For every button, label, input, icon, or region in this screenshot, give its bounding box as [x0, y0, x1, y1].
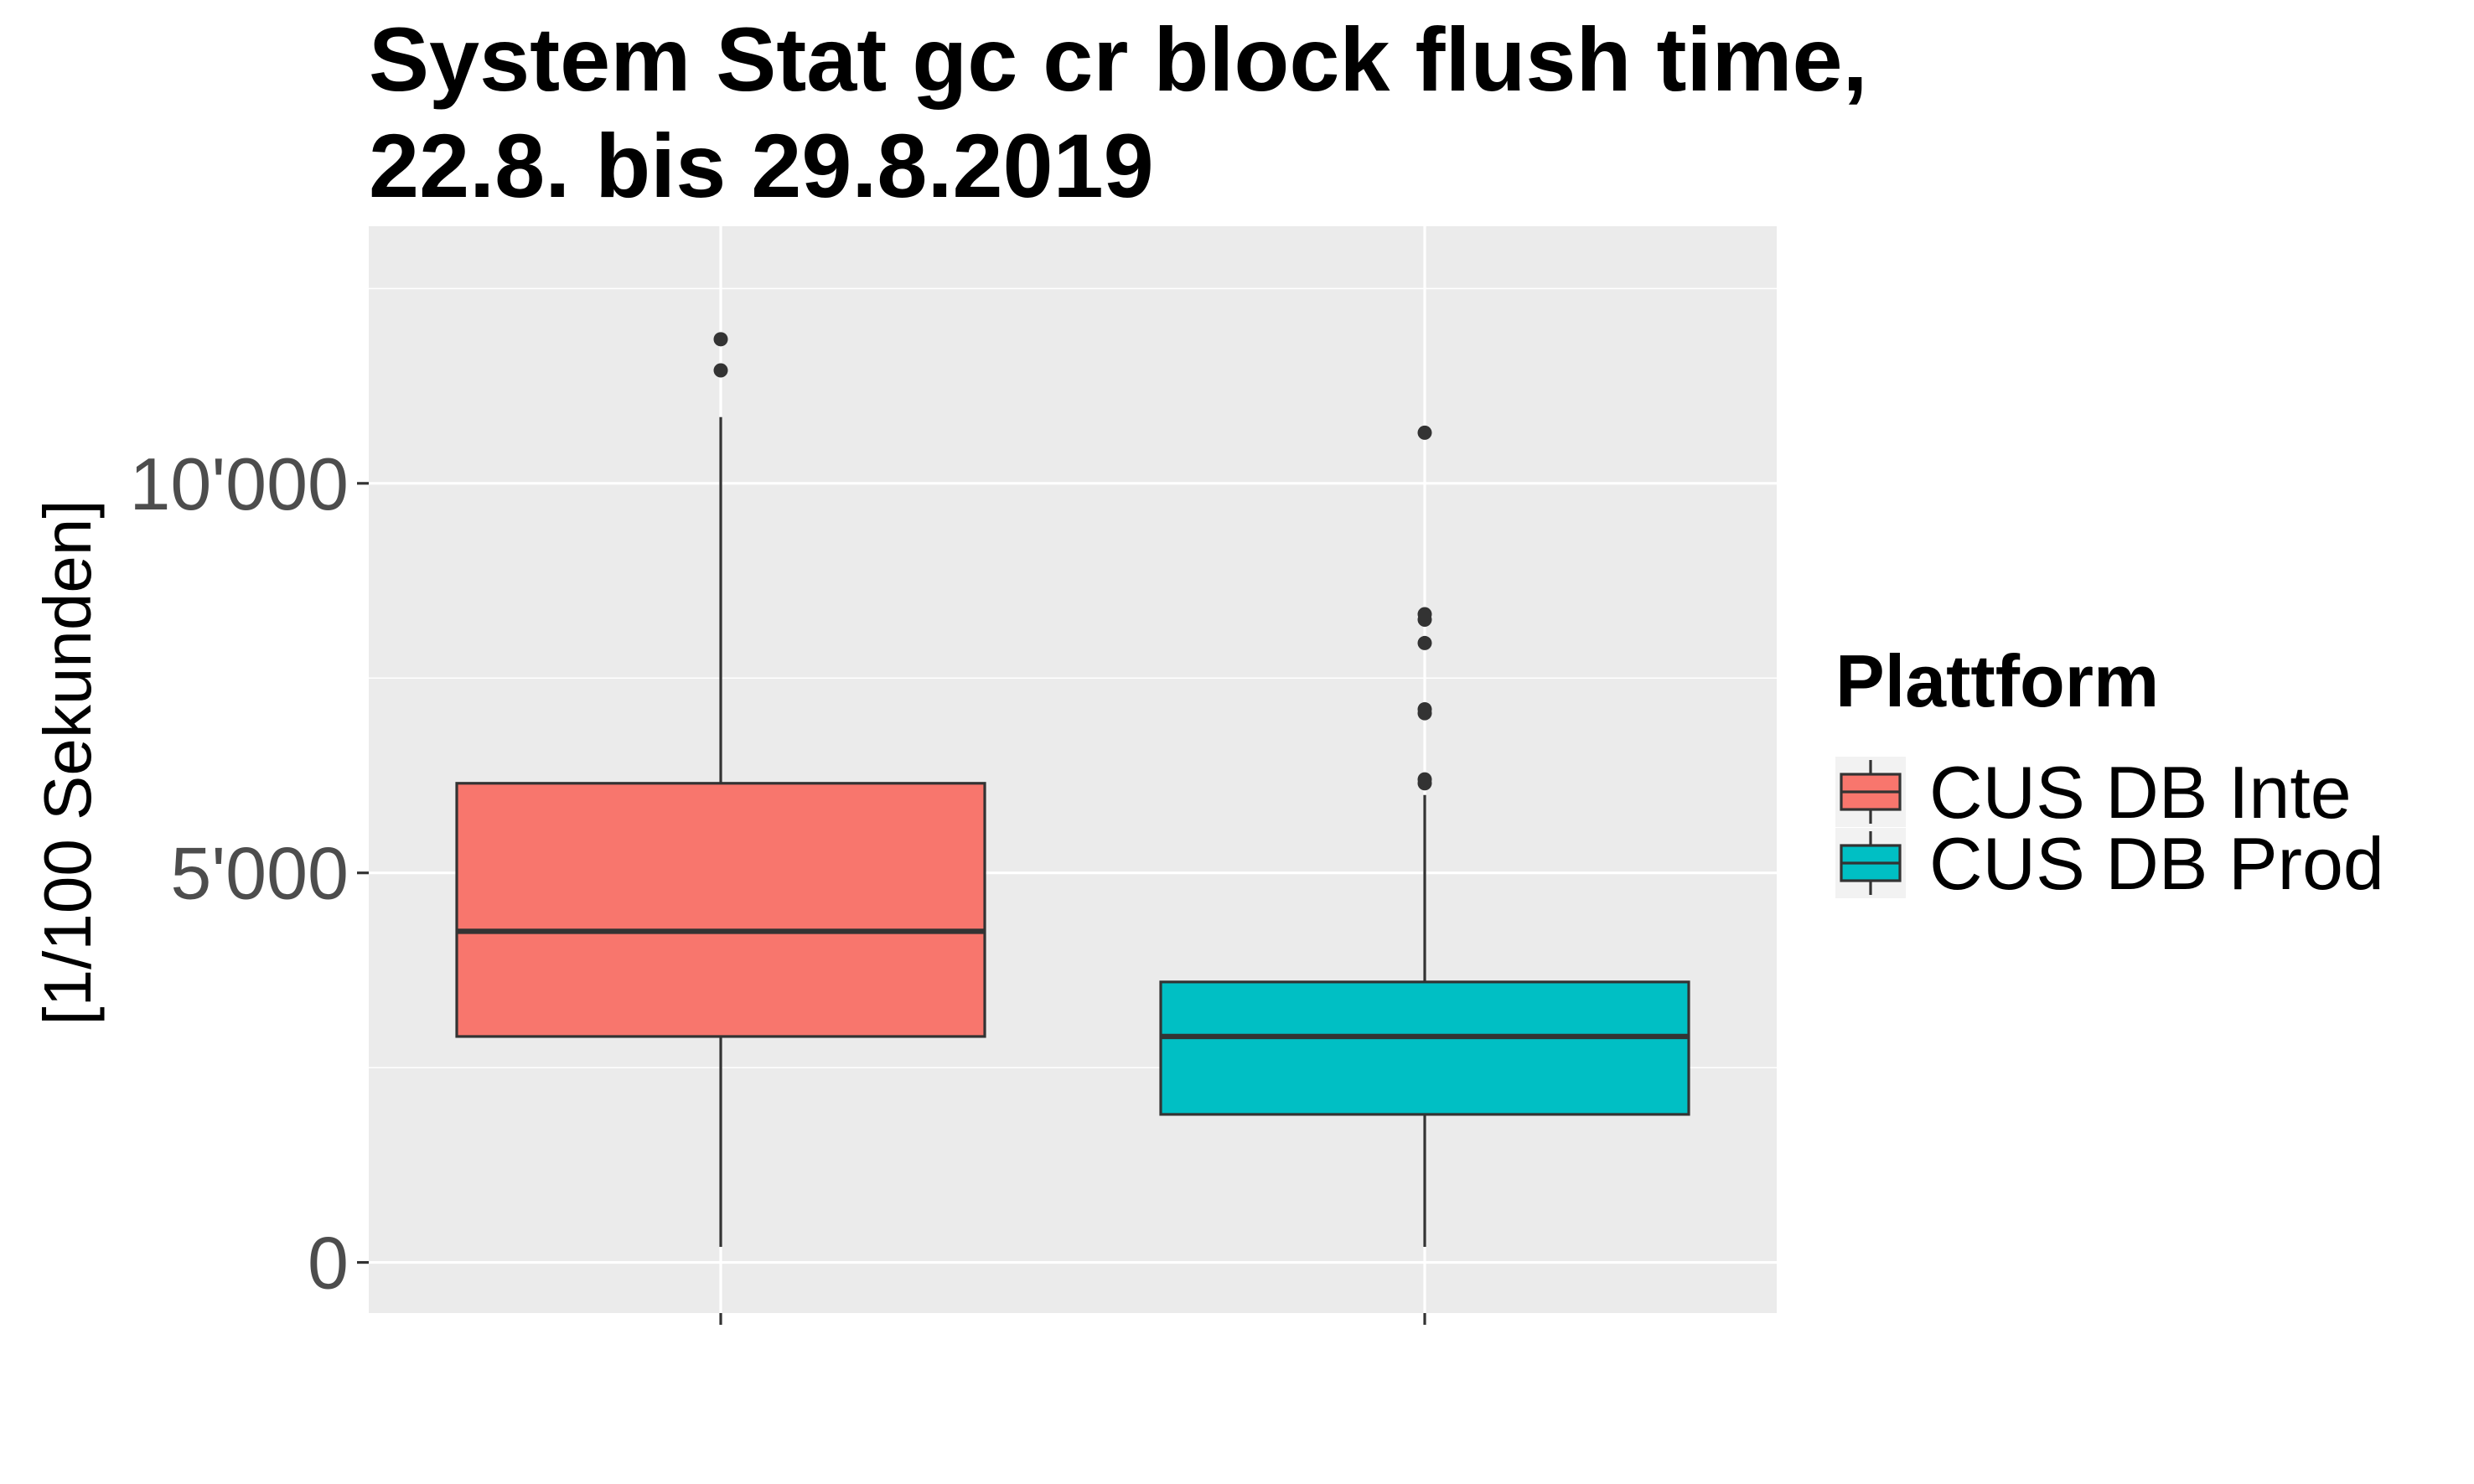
chart-subtitle: 22.8. bis 29.8.2019 [369, 115, 1154, 216]
outlier-point [1417, 701, 1432, 716]
plot-panel [369, 226, 1777, 1313]
box [1159, 980, 1690, 1116]
outlier-point [713, 363, 728, 378]
legend-item: CUS DB Inte [1835, 751, 2352, 834]
y-axis-title: [1/100 Sekunden] [30, 499, 105, 1025]
outlier-point [1417, 772, 1432, 787]
boxplots [455, 332, 1690, 1247]
y-tick-label: 5'000 [170, 832, 349, 915]
y-tick-label: 10'000 [129, 442, 349, 525]
legend-item: CUS DB Prod [1835, 822, 2384, 905]
outlier-point [1417, 635, 1432, 650]
legend-label: CUS DB Prod [1929, 822, 2384, 905]
y-axis: 0 5'000 10'000 [129, 442, 369, 1305]
legend-label: CUS DB Inte [1929, 751, 2352, 834]
legend-title: Plattform [1835, 639, 2159, 722]
y-tick-label: 0 [308, 1222, 349, 1305]
outlier-point [1417, 425, 1432, 440]
outlier-point [713, 332, 728, 347]
outlier-point [1417, 607, 1432, 622]
chart-title: System Stat gc cr block flush time, [369, 8, 1868, 110]
x-axis [719, 1313, 1426, 1325]
boxplot-1 [455, 332, 986, 1247]
boxplot-2 [1159, 425, 1690, 1247]
box [455, 782, 986, 1038]
